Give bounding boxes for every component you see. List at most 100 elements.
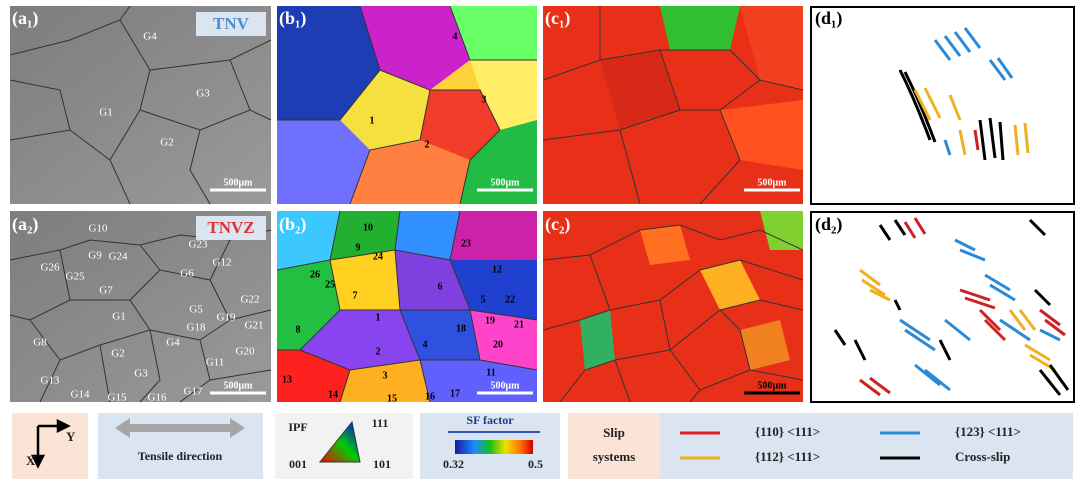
- grain-label: G1: [112, 311, 125, 323]
- grain-label: 18: [456, 323, 466, 334]
- grain-label: 9: [356, 242, 361, 253]
- sf-colorbar: [455, 440, 533, 454]
- grain-label: G4: [166, 337, 180, 349]
- slip-legend: {110} <111> {123} <111> {112} <111> Cross-s…: [680, 424, 1021, 464]
- badge: TNV: [213, 14, 250, 33]
- grain-label: 19: [485, 315, 495, 326]
- grain-label: 26: [310, 269, 320, 280]
- ipf-triangle: [318, 420, 361, 463]
- grain-label: 5: [481, 294, 486, 305]
- grain-label: 13: [282, 374, 292, 385]
- grain-label: G3: [196, 88, 210, 100]
- grain-label: 1: [376, 312, 381, 323]
- grain-label: G25: [66, 271, 85, 283]
- grain-label: G11: [206, 357, 225, 369]
- grain-label: G24: [109, 251, 128, 263]
- grain-label: G1: [99, 107, 112, 119]
- overlay: (a₁) TNVG4G3G1G2500μm(b₁)4312500μm(c₁)500…: [12, 8, 842, 404]
- ipf-corner: 101: [373, 457, 391, 471]
- grain-label: G26: [41, 262, 60, 274]
- slip-title: Slip: [603, 425, 625, 440]
- ipf-corner: 111: [372, 416, 389, 430]
- sf-map-c1: [543, 6, 803, 204]
- grain-label: 24: [373, 251, 383, 262]
- badge: TNVZ: [207, 218, 254, 237]
- grain-label: G6: [180, 268, 194, 280]
- grain-label: G22: [241, 294, 260, 306]
- badge-box: [196, 12, 266, 36]
- ipf-map-b1: [277, 6, 537, 204]
- grain-label: G12: [213, 257, 232, 269]
- grain-label: 7: [353, 290, 358, 301]
- panel-label: (d₂): [815, 214, 842, 235]
- ipf-corner: 001: [289, 457, 307, 471]
- ipf-title: IPF: [288, 420, 307, 434]
- panel-label: (b₁): [279, 8, 306, 29]
- legend-box: [660, 413, 1073, 479]
- grain-label: G13: [41, 375, 60, 387]
- sf-max: 0.5: [528, 457, 543, 471]
- grain-label: G10: [89, 223, 108, 235]
- grain-label: 12: [492, 264, 502, 275]
- panel-label: (d₁): [815, 8, 842, 29]
- panel-label: (a₂): [12, 214, 38, 235]
- grain-label: 3: [482, 94, 487, 105]
- grain-label: G9: [88, 250, 102, 262]
- axis-x-label: X: [26, 453, 36, 468]
- grain-label: G17: [184, 386, 203, 398]
- scale-bar-label: 500μm: [491, 380, 521, 391]
- grain-label: 14: [328, 389, 338, 400]
- grain-label: G7: [99, 285, 113, 297]
- scale-bar-label: 500μm: [758, 380, 788, 391]
- grain-label: 20: [493, 339, 503, 350]
- panel-label: (a₁): [12, 8, 38, 29]
- grain-label: 17: [450, 388, 460, 399]
- ipf-map-b2: [277, 211, 537, 402]
- grain-label: 25: [325, 279, 335, 290]
- scale-bar-label: 500μm: [491, 177, 521, 188]
- slip-label: {123} <111>: [955, 424, 1021, 439]
- grain-label: 15: [387, 393, 397, 404]
- grain-label: G20: [236, 346, 255, 358]
- grain-label: G4: [143, 31, 157, 43]
- grain-label: G23: [189, 239, 208, 251]
- slip-title: systems: [593, 449, 636, 464]
- sf-title: SF factor: [466, 413, 514, 427]
- grain-label: 11: [486, 367, 495, 378]
- grain-label: G15: [108, 392, 127, 404]
- grain-label: 21: [514, 319, 524, 330]
- grain-label: 23: [461, 238, 471, 249]
- slip-label: {110} <111>: [755, 424, 820, 439]
- grain-label: G18: [187, 322, 206, 334]
- micrograph-a1: [9, 5, 272, 205]
- grain-label: G2: [111, 348, 124, 360]
- grain-label: G8: [33, 337, 47, 349]
- slip-trace-d2: [810, 211, 1075, 403]
- grain-label: G21: [245, 320, 264, 332]
- grain-label: 4: [423, 339, 428, 350]
- slip-trace-d1: [810, 6, 1075, 205]
- grain-label: 22: [505, 294, 515, 305]
- grain-label: G5: [189, 304, 203, 316]
- slip-label: Cross-slip: [955, 449, 1010, 464]
- grain-label: 3: [383, 370, 388, 381]
- grain-label: G19: [217, 312, 236, 324]
- grain-label: 2: [425, 139, 430, 150]
- scale-bar-label: 500μm: [758, 177, 788, 188]
- scale-bar-label: 500μm: [224, 177, 254, 188]
- grain-label: 1: [370, 115, 375, 126]
- grain-label: G14: [71, 389, 90, 401]
- grain-label: 8: [296, 324, 301, 335]
- legend-box: [568, 413, 660, 479]
- sf-min: 0.32: [443, 457, 464, 471]
- grain-label: 10: [363, 222, 373, 233]
- grain-label: G3: [134, 368, 148, 380]
- grain-label: 2: [376, 346, 381, 357]
- panel-label: (b₂): [279, 214, 306, 235]
- sf-map-c2: [543, 211, 803, 402]
- scale-bar-label: 500μm: [224, 380, 254, 391]
- grain-label: 4: [453, 31, 458, 42]
- grain-label: 16: [425, 391, 435, 402]
- grain-label: G2: [160, 137, 173, 149]
